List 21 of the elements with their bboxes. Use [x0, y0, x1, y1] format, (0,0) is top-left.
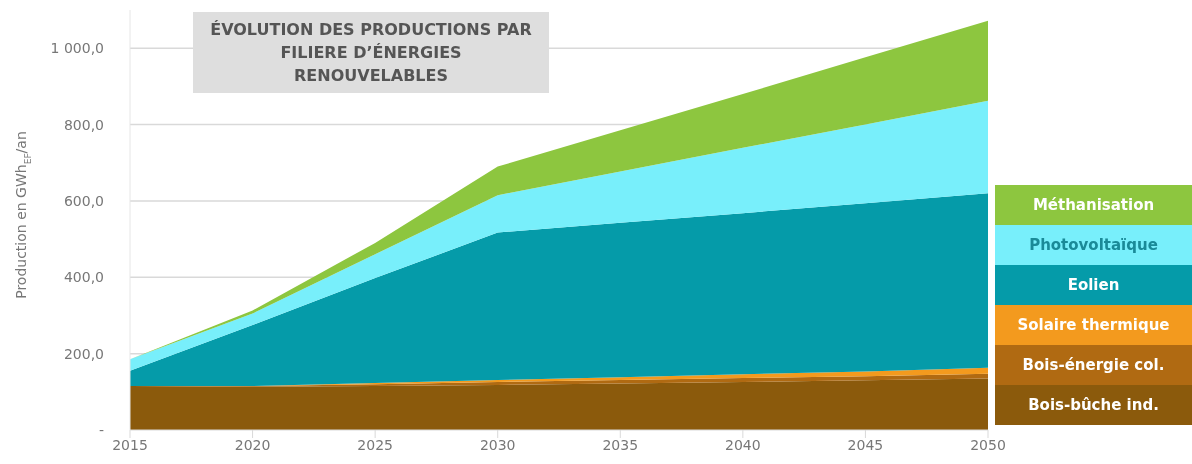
text: Bois-énergie col. [1022, 356, 1165, 374]
x-tick-label: 2020 [234, 436, 271, 453]
x-tick-label: 2035 [602, 436, 639, 453]
y-tick-label: 1 000,0 [50, 40, 104, 57]
y-tick-label: 800,0 [63, 116, 104, 133]
text: Eolien [1067, 276, 1120, 294]
text: Bois-bûche ind. [1028, 396, 1159, 414]
x-tick-label: 2050 [970, 436, 1006, 453]
y-tick-label: 600,0 [63, 192, 104, 209]
y-tick-label: 200,0 [63, 345, 104, 362]
y-tick-label: 400,0 [63, 269, 104, 286]
x-tick-label: 2025 [357, 436, 393, 453]
text: Photovoltaïque [1029, 236, 1158, 254]
text: Méthanisation [1032, 196, 1155, 214]
text: ÉVOLUTION DES PRODUCTIONS PAR FILIERE D’ÉNERGIES RENOUVELABLES [193, 12, 549, 93]
y-tick-label: - [98, 421, 104, 438]
text: Solaire thermique [1017, 316, 1170, 334]
x-tick-label: 2030 [479, 436, 516, 453]
x-tick-label: 2040 [725, 436, 761, 453]
x-tick-label: 2015 [112, 436, 148, 453]
x-tick-label: 2045 [847, 436, 884, 453]
